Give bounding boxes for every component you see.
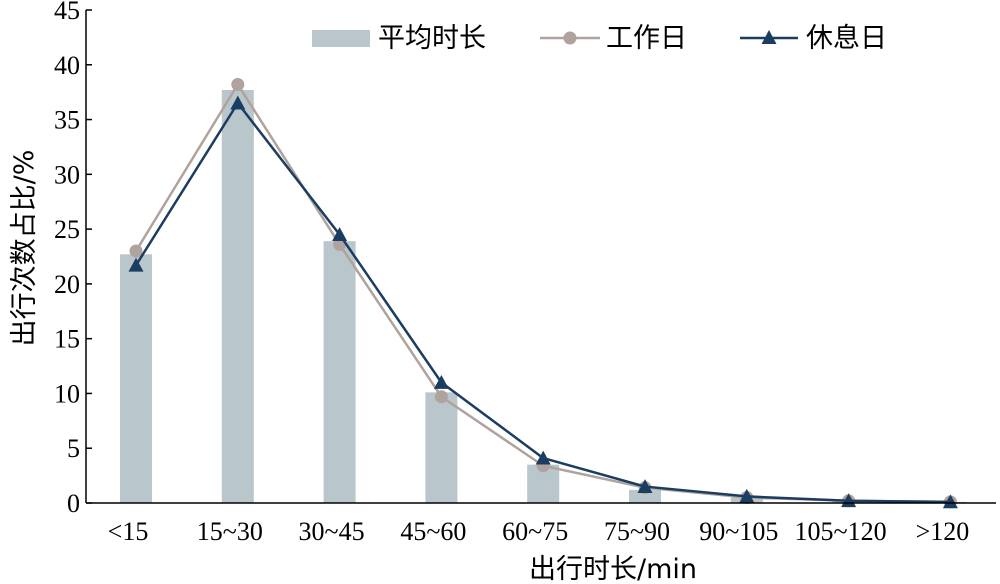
legend-label-restday: 休息日 bbox=[806, 23, 887, 54]
restday-point-6 bbox=[739, 488, 755, 503]
restday-point-5 bbox=[637, 479, 653, 493]
y-tick-label-8: 40 bbox=[54, 51, 80, 80]
workday-point-3 bbox=[434, 390, 448, 404]
x-tick-label-2: 30~45 bbox=[299, 517, 365, 546]
workday-point-1 bbox=[231, 77, 245, 91]
y-tick-label-5: 25 bbox=[54, 215, 80, 244]
bar-5 bbox=[629, 489, 661, 503]
bar-3 bbox=[425, 392, 458, 503]
legend: 平均时长 工作日 休息日 bbox=[312, 23, 887, 54]
y-tick-label-2: 10 bbox=[54, 379, 80, 408]
x-tick-label-0: <15 bbox=[108, 517, 149, 546]
restday-point-8 bbox=[942, 494, 958, 509]
y-tick-label-9: 45 bbox=[54, 0, 80, 25]
y-tick-label-7: 35 bbox=[54, 106, 80, 135]
x-tick-label-4: 60~75 bbox=[502, 517, 568, 546]
y-tick-label-4: 20 bbox=[54, 270, 80, 299]
bar-0 bbox=[120, 254, 152, 503]
x-tick-label-1: 15~30 bbox=[197, 517, 263, 546]
restday-point-3 bbox=[433, 374, 449, 389]
y-tick-label-0: 0 bbox=[67, 489, 80, 518]
y-tick-label-1: 5 bbox=[67, 434, 80, 463]
restday-point-1 bbox=[230, 95, 246, 110]
workday-point-0 bbox=[129, 244, 143, 258]
x-axis-title: 出行时长/min bbox=[529, 554, 697, 584]
y-axis-title: 出行次数占比/% bbox=[9, 150, 40, 347]
x-tick-label-5: 75~90 bbox=[604, 517, 670, 546]
restday-point-4 bbox=[535, 450, 551, 465]
lines-layer bbox=[128, 77, 958, 509]
x-tick-label-8: >120 bbox=[916, 517, 970, 546]
bars-layer bbox=[120, 89, 967, 503]
restday-point-2 bbox=[332, 227, 348, 241]
restday-point-0 bbox=[128, 257, 144, 272]
bar-2 bbox=[323, 241, 356, 503]
y-tick-label-6: 30 bbox=[54, 160, 80, 189]
legend-swatch-bar bbox=[312, 30, 370, 47]
x-tick-label-7: 105~120 bbox=[795, 517, 887, 546]
legend-marker-workday bbox=[563, 31, 577, 45]
legend-marker-restday bbox=[761, 30, 777, 44]
x-tick-label-3: 45~60 bbox=[400, 517, 466, 546]
workday-line bbox=[134, 83, 951, 504]
restday-line bbox=[134, 101, 951, 504]
x-tick-label-6: 90~105 bbox=[699, 517, 778, 546]
bar-1 bbox=[221, 89, 254, 503]
axes-layer: 0 5 10 15 20 25 30 35 40 45 <15 15~30 30~45 45~60 60~7… bbox=[54, 0, 996, 546]
y-tick-label-3: 15 bbox=[54, 325, 80, 354]
legend-label-bar: 平均时长 bbox=[378, 23, 486, 54]
legend-label-workday: 工作日 bbox=[606, 23, 687, 54]
